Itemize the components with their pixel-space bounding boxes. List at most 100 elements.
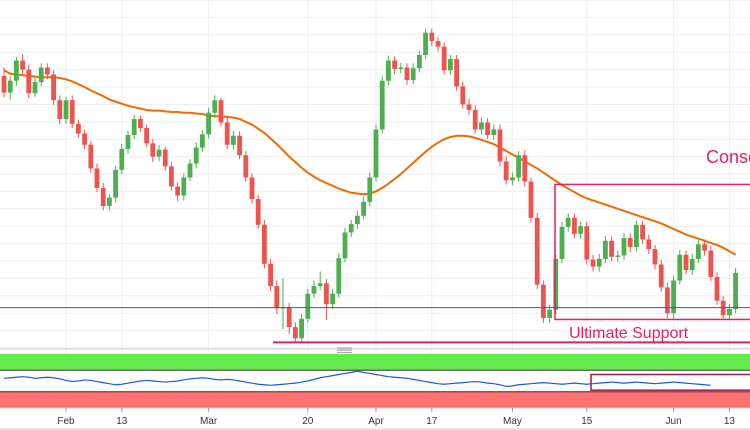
- candle-body: [51, 74, 56, 101]
- candle-body: [516, 155, 521, 178]
- candle-body: [596, 258, 602, 267]
- candle-body: [702, 244, 707, 251]
- candle: [696, 240, 701, 264]
- candle-body: [689, 258, 695, 271]
- candle: [714, 272, 720, 305]
- candle-body: [262, 224, 267, 264]
- overbought-zone: [0, 354, 750, 371]
- candle: [578, 221, 583, 239]
- candle-body: [63, 100, 69, 120]
- candle: [596, 254, 602, 272]
- candle: [107, 194, 112, 211]
- candle: [131, 114, 137, 140]
- candle-body: [218, 100, 224, 123]
- candle-body: [665, 287, 670, 314]
- candle-body: [100, 187, 106, 207]
- candle: [516, 151, 521, 182]
- x-axis-background: [0, 408, 750, 430]
- candle: [218, 97, 224, 127]
- candle: [26, 64, 32, 99]
- candle-body: [317, 283, 323, 287]
- candle: [138, 115, 143, 133]
- candle-body: [435, 41, 441, 47]
- x-tick-label: 20: [302, 416, 314, 427]
- consolidation-label: Conso: [706, 147, 750, 167]
- candle: [553, 254, 559, 315]
- candle: [150, 139, 156, 163]
- candle-body: [125, 135, 131, 149]
- candle: [590, 254, 596, 272]
- candle-body: [603, 240, 608, 259]
- panel-splitter[interactable]: [0, 347, 750, 353]
- candle: [69, 95, 75, 129]
- candle-body: [193, 147, 199, 164]
- x-tick-label: 13: [116, 416, 128, 427]
- candle: [441, 42, 447, 75]
- candle-body: [510, 177, 515, 181]
- candle-body: [187, 163, 193, 178]
- candle-body: [621, 238, 627, 256]
- oscillator-panel: [0, 354, 750, 408]
- candle: [280, 278, 286, 330]
- candle: [435, 36, 441, 52]
- candle: [367, 172, 373, 207]
- candle: [51, 70, 56, 106]
- candle: [293, 322, 298, 343]
- candle-body: [231, 135, 236, 145]
- candle-body: [423, 32, 428, 55]
- candle-body: [305, 293, 311, 319]
- candle: [38, 63, 44, 87]
- x-axis: Feb 13 Mar 20 Apr 17 May 15 Jun 13: [0, 407, 750, 430]
- x-tick-label: May: [503, 416, 522, 427]
- candle-body: [330, 293, 335, 305]
- candle: [237, 131, 242, 160]
- candle-body: [392, 60, 397, 69]
- candle: [193, 141, 199, 169]
- candle: [627, 233, 633, 252]
- candle: [708, 245, 714, 282]
- candle: [534, 212, 540, 289]
- candle: [658, 259, 664, 292]
- candle: [491, 124, 497, 140]
- candle: [348, 219, 354, 238]
- candle: [398, 62, 404, 74]
- candle: [466, 98, 472, 115]
- candle: [497, 124, 503, 167]
- candle: [572, 213, 577, 239]
- candle-body: [373, 129, 379, 178]
- candle-body: [243, 155, 249, 178]
- candle-body: [336, 258, 342, 294]
- candle: [522, 150, 528, 187]
- candle-body: [293, 327, 298, 339]
- candle-body: [144, 128, 149, 144]
- candle: [621, 233, 627, 260]
- candle: [410, 63, 416, 85]
- candle-body: [727, 309, 732, 316]
- consolidation-box: [554, 183, 750, 321]
- candle: [94, 163, 100, 193]
- candle: [386, 55, 391, 86]
- moving-average-layer: [3, 69, 737, 256]
- candle-body: [677, 254, 683, 281]
- candle-body: [212, 100, 218, 113]
- candle-body: [522, 155, 528, 182]
- candle: [206, 107, 211, 139]
- candle: [187, 159, 193, 181]
- candle-body: [658, 264, 664, 288]
- candle-body: [553, 258, 559, 310]
- candle-body: [547, 309, 552, 319]
- candle: [671, 275, 676, 319]
- candle: [243, 151, 249, 182]
- candle: [125, 130, 131, 154]
- candle: [677, 249, 683, 285]
- moving-average-line: [3, 69, 737, 256]
- candle-body: [237, 135, 242, 156]
- candle: [305, 288, 311, 323]
- candle-body: [324, 283, 329, 305]
- candle: [404, 63, 410, 85]
- candle-body: [417, 54, 422, 69]
- main-grid: [0, 0, 750, 408]
- candle: [392, 56, 397, 74]
- candle-body: [472, 109, 478, 130]
